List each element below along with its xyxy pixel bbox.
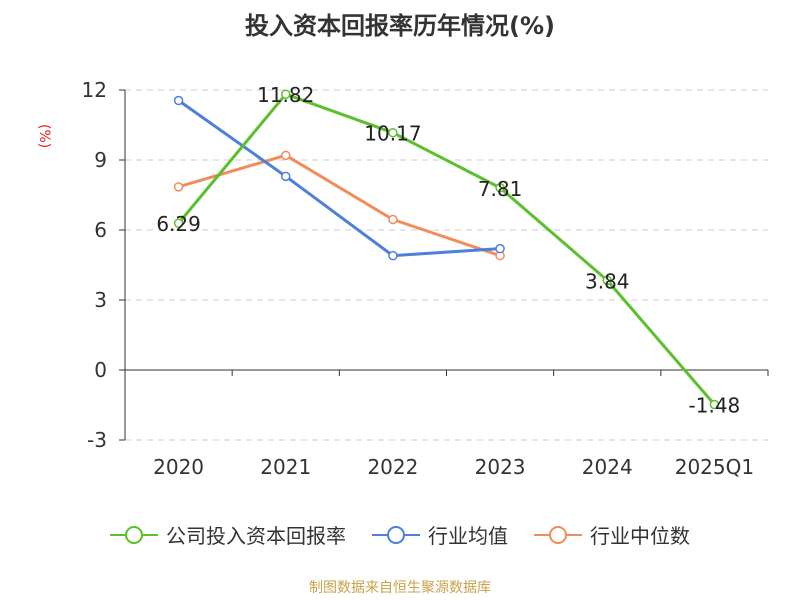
y-tick-label: 0 — [94, 358, 107, 382]
chart-title: 投入资本回报率历年情况(%) — [245, 12, 555, 40]
data-point-company — [388, 127, 398, 138]
x-tick-label: 2025Q1 — [675, 455, 754, 479]
y-tick-label: 3 — [94, 288, 107, 312]
data-point-industry-avg — [173, 95, 184, 106]
x-tick-label: 2020 — [153, 455, 204, 479]
legend-line-marker-icon — [534, 525, 582, 544]
data-source-footer: 制图数据来自恒生聚源数据库 — [309, 580, 491, 596]
series-line-industry-avg — [177, 99, 501, 258]
legend-item-company[interactable]: 公司投入资本回报率 — [110, 520, 346, 549]
y-tick-label: 9 — [94, 148, 107, 172]
x-tick-label: 2022 — [367, 455, 418, 479]
series-line-industry-median — [178, 153, 501, 258]
data-point-company — [173, 218, 184, 228]
x-tick-label: 2023 — [475, 455, 526, 479]
y-tick-label: -3 — [87, 428, 107, 452]
chart-legend: 公司投入资本回报率 行业均值 行业中位数 — [0, 520, 800, 549]
data-point-company — [495, 183, 505, 193]
legend-line-marker-icon — [372, 525, 420, 544]
legend-item-industry-avg[interactable]: 行业均值 — [372, 520, 508, 549]
legend-line-marker-icon — [110, 525, 158, 544]
data-label-company: 7.81 — [478, 177, 523, 201]
y-tick-label: 6 — [94, 218, 107, 242]
data-label-company: 10.17 — [364, 122, 421, 146]
data-label-company: 6.29 — [156, 212, 201, 236]
data-point-industry-avg — [281, 171, 291, 182]
series-line-company — [177, 92, 716, 406]
data-label-company: 11.82 — [257, 83, 314, 107]
legend-label-industry-avg: 行业均值 — [428, 524, 508, 548]
legend-item-industry-median[interactable]: 行业中位数 — [534, 520, 690, 549]
x-tick-label: 2024 — [582, 455, 633, 479]
legend-label-company: 公司投入资本回报率 — [166, 524, 346, 548]
data-point-company — [281, 89, 291, 99]
data-point-industry-median — [388, 214, 398, 225]
data-point-industry-avg — [495, 243, 505, 254]
x-tick-label: 2021 — [260, 455, 311, 479]
legend-label-industry-median: 行业中位数 — [590, 524, 690, 548]
data-point-industry-avg — [388, 250, 398, 261]
data-label-company: 3.84 — [585, 269, 630, 293]
data-point-industry-median — [281, 150, 291, 161]
y-tick-label: 12 — [82, 78, 107, 102]
data-point-company — [709, 399, 720, 410]
data-label-company: -1.48 — [689, 394, 741, 418]
data-point-industry-median — [173, 182, 184, 192]
data-point-company — [602, 275, 612, 286]
